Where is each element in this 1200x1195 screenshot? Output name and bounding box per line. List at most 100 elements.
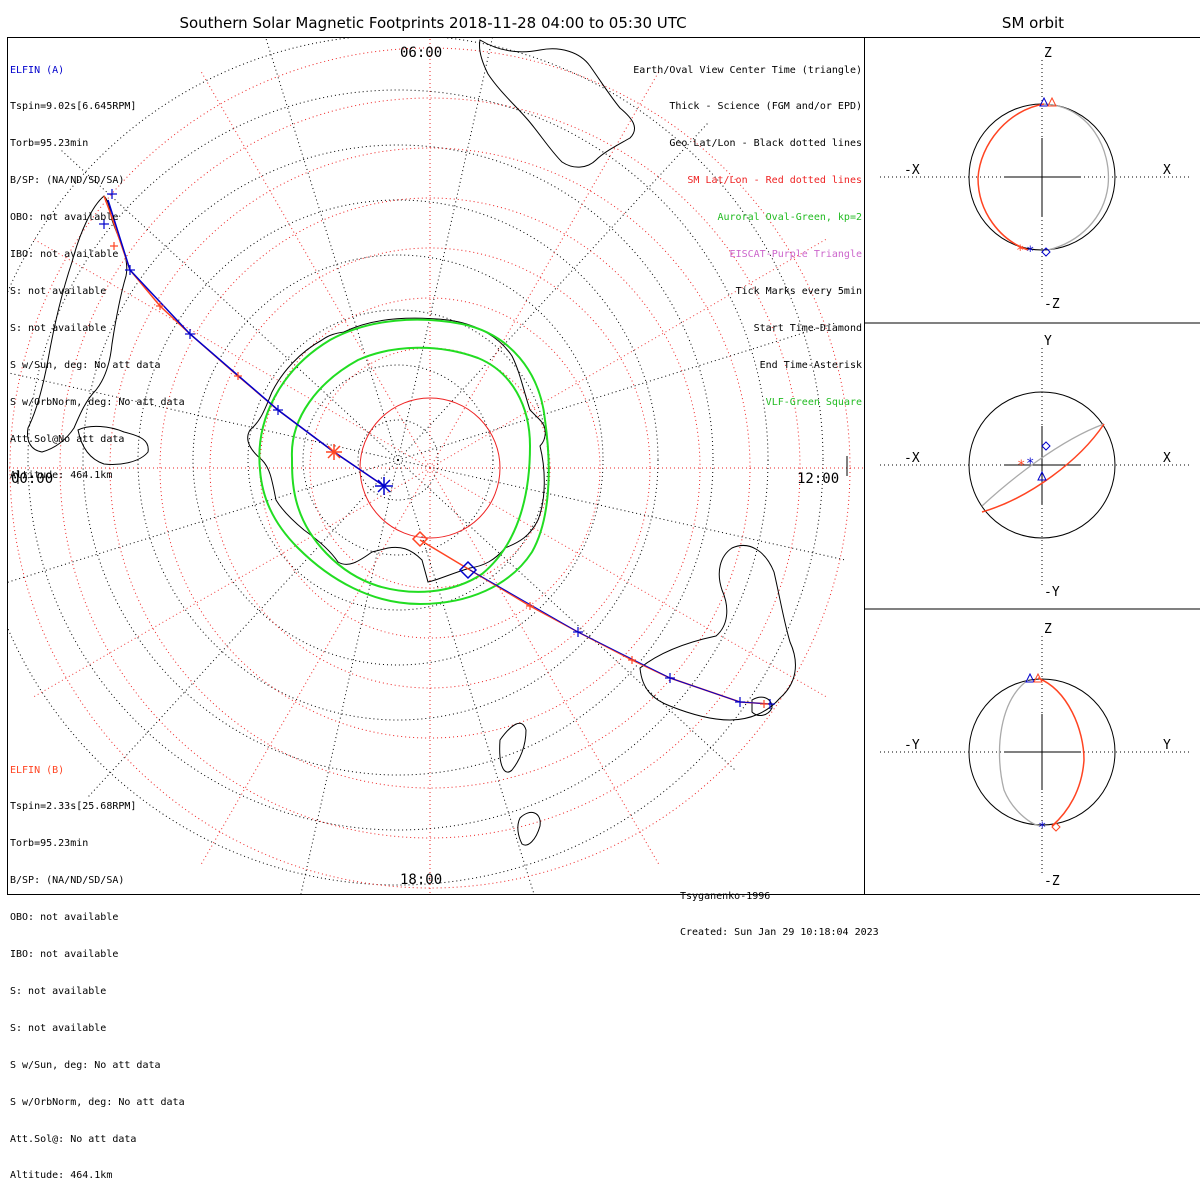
geo-longitude-line <box>300 459 399 894</box>
axis-label-left: -X <box>904 451 920 466</box>
legend-item: Thick - Science (FGM and/or EPD) <box>669 101 862 113</box>
elfin-b-end-asterisk <box>326 444 342 460</box>
axis-label-right: X <box>1163 163 1171 178</box>
credits: Tsyganenko-1996 Created: Sun Jan 29 10:1… <box>680 866 879 952</box>
geo-latitude-circle <box>82 144 714 776</box>
elfin-a-name: ELFIN (A) <box>10 64 65 76</box>
elfin-b-line: Torb=95.23min <box>10 838 89 850</box>
elfin-b-line: S w/OrbNorm, deg: No att data <box>10 1096 185 1108</box>
legend-item: VLF-Green Square <box>765 396 862 408</box>
orbit-panel-xz: Z -Z -X X * * <box>880 46 1192 312</box>
sm-latitude-circle <box>259 297 601 639</box>
legend: Earth/Oval View Center Time (triangle) T… <box>633 40 862 421</box>
main-title: Southern Solar Magnetic Footprints 2018-… <box>179 14 687 32</box>
south-america-coastline <box>27 195 128 453</box>
geo-longitude-line <box>397 121 710 461</box>
orbit-path-b <box>977 103 1045 251</box>
sm-longitude-line <box>199 69 431 469</box>
geo-latitude-circle <box>357 419 439 501</box>
elfin-a-view-triangle <box>1025 672 1035 683</box>
elfin-b-name: ELFIN (B) <box>10 764 65 776</box>
antarctica-coastline <box>247 317 546 583</box>
elfin-a-start-diamond <box>458 560 478 580</box>
geo-longitude-line <box>397 459 848 561</box>
orbit-panel-xy: Y -Y -X X * * <box>880 334 1192 600</box>
elfin-a-line: OBO: not available <box>10 212 119 224</box>
elfin-b-view-triangle <box>1047 96 1057 107</box>
elfin-a-line: S: not available <box>10 285 107 297</box>
elfin-b-line: S w/Sun, deg: No att data <box>10 1059 161 1071</box>
elfin-a-view-triangle <box>1039 96 1049 107</box>
sm-longitude-line <box>429 467 661 867</box>
orbit-path-a <box>981 423 1105 507</box>
axis-label-right: X <box>1163 451 1171 466</box>
australia-coastline <box>639 545 796 721</box>
elfin-a-line: Altitude: 464.1km <box>10 470 113 482</box>
sm-latlon-grid <box>8 38 864 894</box>
geo-longitude-line <box>265 38 399 461</box>
created-timestamp: Created: Sun Jan 29 10:18:04 2023 <box>680 927 879 939</box>
elfin-a-line: S w/OrbNorm, deg: No att data <box>10 396 185 408</box>
geo-longitude-line <box>397 322 838 461</box>
orbit-path-a <box>998 679 1041 827</box>
axis-label-top: Z <box>1044 622 1052 637</box>
elfin-b-line: OBO: not available <box>10 912 119 924</box>
elfin-a-line: S w/Sun, deg: No att data <box>10 359 161 371</box>
legend-item: Earth/Oval View Center Time (triangle) <box>633 64 862 76</box>
new-zealand-coastline <box>499 722 527 773</box>
elfin-a-track <box>107 199 385 487</box>
new-zealand-south-coastline <box>517 811 541 846</box>
footprint-map: 06:00 00:00 12:00 18:00 Z -Z -X X * * Y … <box>8 38 1200 894</box>
elfin-b-line: Att.Sol@: No att data <box>10 1133 137 1145</box>
geo-longitude-line <box>397 459 737 772</box>
elfin-b-line: S: not available <box>10 985 107 997</box>
orbit-panels-frame <box>864 37 1200 895</box>
legend-item: EISCAT-Purple Triangle <box>729 249 862 261</box>
mlt-label-06: 06:00 <box>400 45 442 61</box>
elfin-a-line: S: not available <box>10 322 107 334</box>
elfin-a-line: IBO: not available <box>10 249 119 261</box>
elfin-a-start-diamond-orbit <box>1041 441 1051 451</box>
elfin-b-ticks <box>110 242 768 708</box>
elfin-b-start-diamond <box>411 530 429 548</box>
auroral-oval-outer <box>258 318 550 606</box>
sm-latitude-circle <box>59 97 801 839</box>
geo-latitude-circle <box>192 254 604 666</box>
falklands-coastline <box>77 425 149 465</box>
elfin-b-line: Tspin=2.33s[25.68RPM] <box>10 801 137 813</box>
start-end-markers <box>326 444 478 580</box>
orbit-path-b <box>1037 677 1085 827</box>
polar-map <box>8 38 864 894</box>
orbit-panel-title: SM orbit <box>1001 14 1065 32</box>
geo-longitude-line <box>397 38 493 461</box>
legend-item: Auroral Oval-Green, kp=2 <box>717 212 863 224</box>
sm-latitude-circle <box>359 397 501 539</box>
elfin-a-info: ELFIN (A) Tspin=9.02s[6.645RPM] Torb=95.… <box>10 40 185 495</box>
elfin-a-line: B/SP: (NA/ND/SD/SA) <box>10 175 125 187</box>
elfin-b-info: ELFIN (B) Tspin=2.33s[25.68RPM] Torb=95.… <box>10 740 185 1195</box>
sm-longitude-line <box>31 467 431 699</box>
axis-label-bottom: -Y <box>1044 585 1060 600</box>
elfin-b-view-triangle <box>1033 672 1043 683</box>
sm-longitude-line <box>429 69 661 469</box>
sm-longitude-line <box>429 237 829 469</box>
elfin-a-line: Att.Sol@No att data <box>10 433 125 445</box>
axis-label-top: Y <box>1044 334 1052 349</box>
mlt-label-12: 12:00 <box>797 471 839 487</box>
axis-label-right: Y <box>1163 738 1171 753</box>
sm-longitude-line <box>31 237 431 469</box>
elfin-b-track-lower <box>419 539 771 705</box>
elfin-b-line: S: not available <box>10 1022 107 1034</box>
geo-longitude-line <box>59 148 399 461</box>
auroral-oval <box>258 318 550 606</box>
elfin-a-view-triangle <box>1037 470 1047 481</box>
sm-latitude-circle <box>159 197 701 739</box>
elfin-a-end-asterisk-orbit: * <box>1038 820 1046 836</box>
elfin-a-end-asterisk-orbit: * <box>1026 456 1034 472</box>
geo-latitude-circle <box>8 38 824 886</box>
earth-circle <box>968 391 1116 539</box>
axis-label-left: -X <box>904 163 920 178</box>
mlt-label-18: 18:00 <box>400 872 442 888</box>
axis-label-bottom: -Z <box>1044 297 1060 312</box>
elfin-b-end-asterisk-orbit: * <box>1016 243 1024 259</box>
